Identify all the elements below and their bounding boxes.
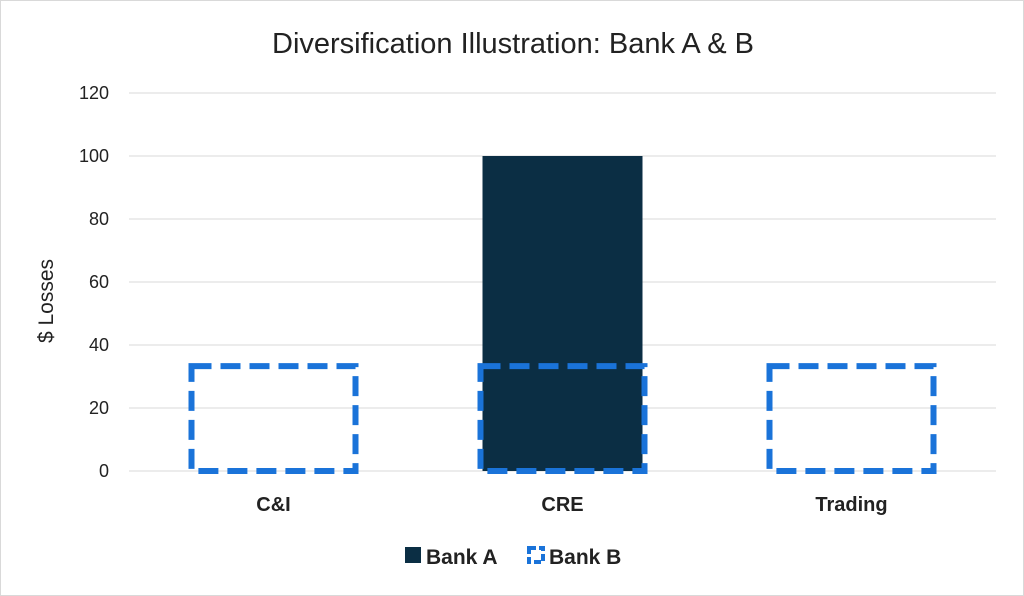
legend-swatch-bank-a	[405, 547, 421, 563]
legend: Bank A Bank B	[405, 546, 621, 569]
y-tick-label: 60	[89, 272, 109, 292]
bars	[188, 156, 937, 475]
legend-label-bank-a: Bank A	[426, 546, 498, 569]
chart-title: Diversification Illustration: Bank A & B	[272, 28, 754, 60]
category-label: C&I	[256, 494, 290, 516]
x-axis-categories: C&I CRE Trading	[256, 494, 887, 516]
legend-label-bank-b: Bank B	[549, 546, 621, 569]
y-tick-label: 80	[89, 209, 109, 229]
bar-bank-b-trading	[766, 363, 937, 475]
y-axis-ticks: 0 20 40 60 80 100 120	[79, 83, 109, 481]
bar-bank-b-c-i	[188, 363, 359, 475]
legend-swatch-bank-b	[527, 546, 545, 564]
bar-bank-b-cre	[477, 363, 648, 475]
bar-bank-a-cre	[482, 156, 643, 471]
y-tick-label: 40	[89, 335, 109, 355]
y-tick-label: 20	[89, 398, 109, 418]
y-axis-label: $ Losses	[35, 259, 58, 343]
y-tick-label: 120	[79, 83, 109, 103]
y-tick-label: 100	[79, 146, 109, 166]
category-label: Trading	[815, 494, 887, 516]
category-label: CRE	[541, 494, 583, 516]
y-tick-label: 0	[99, 461, 109, 481]
